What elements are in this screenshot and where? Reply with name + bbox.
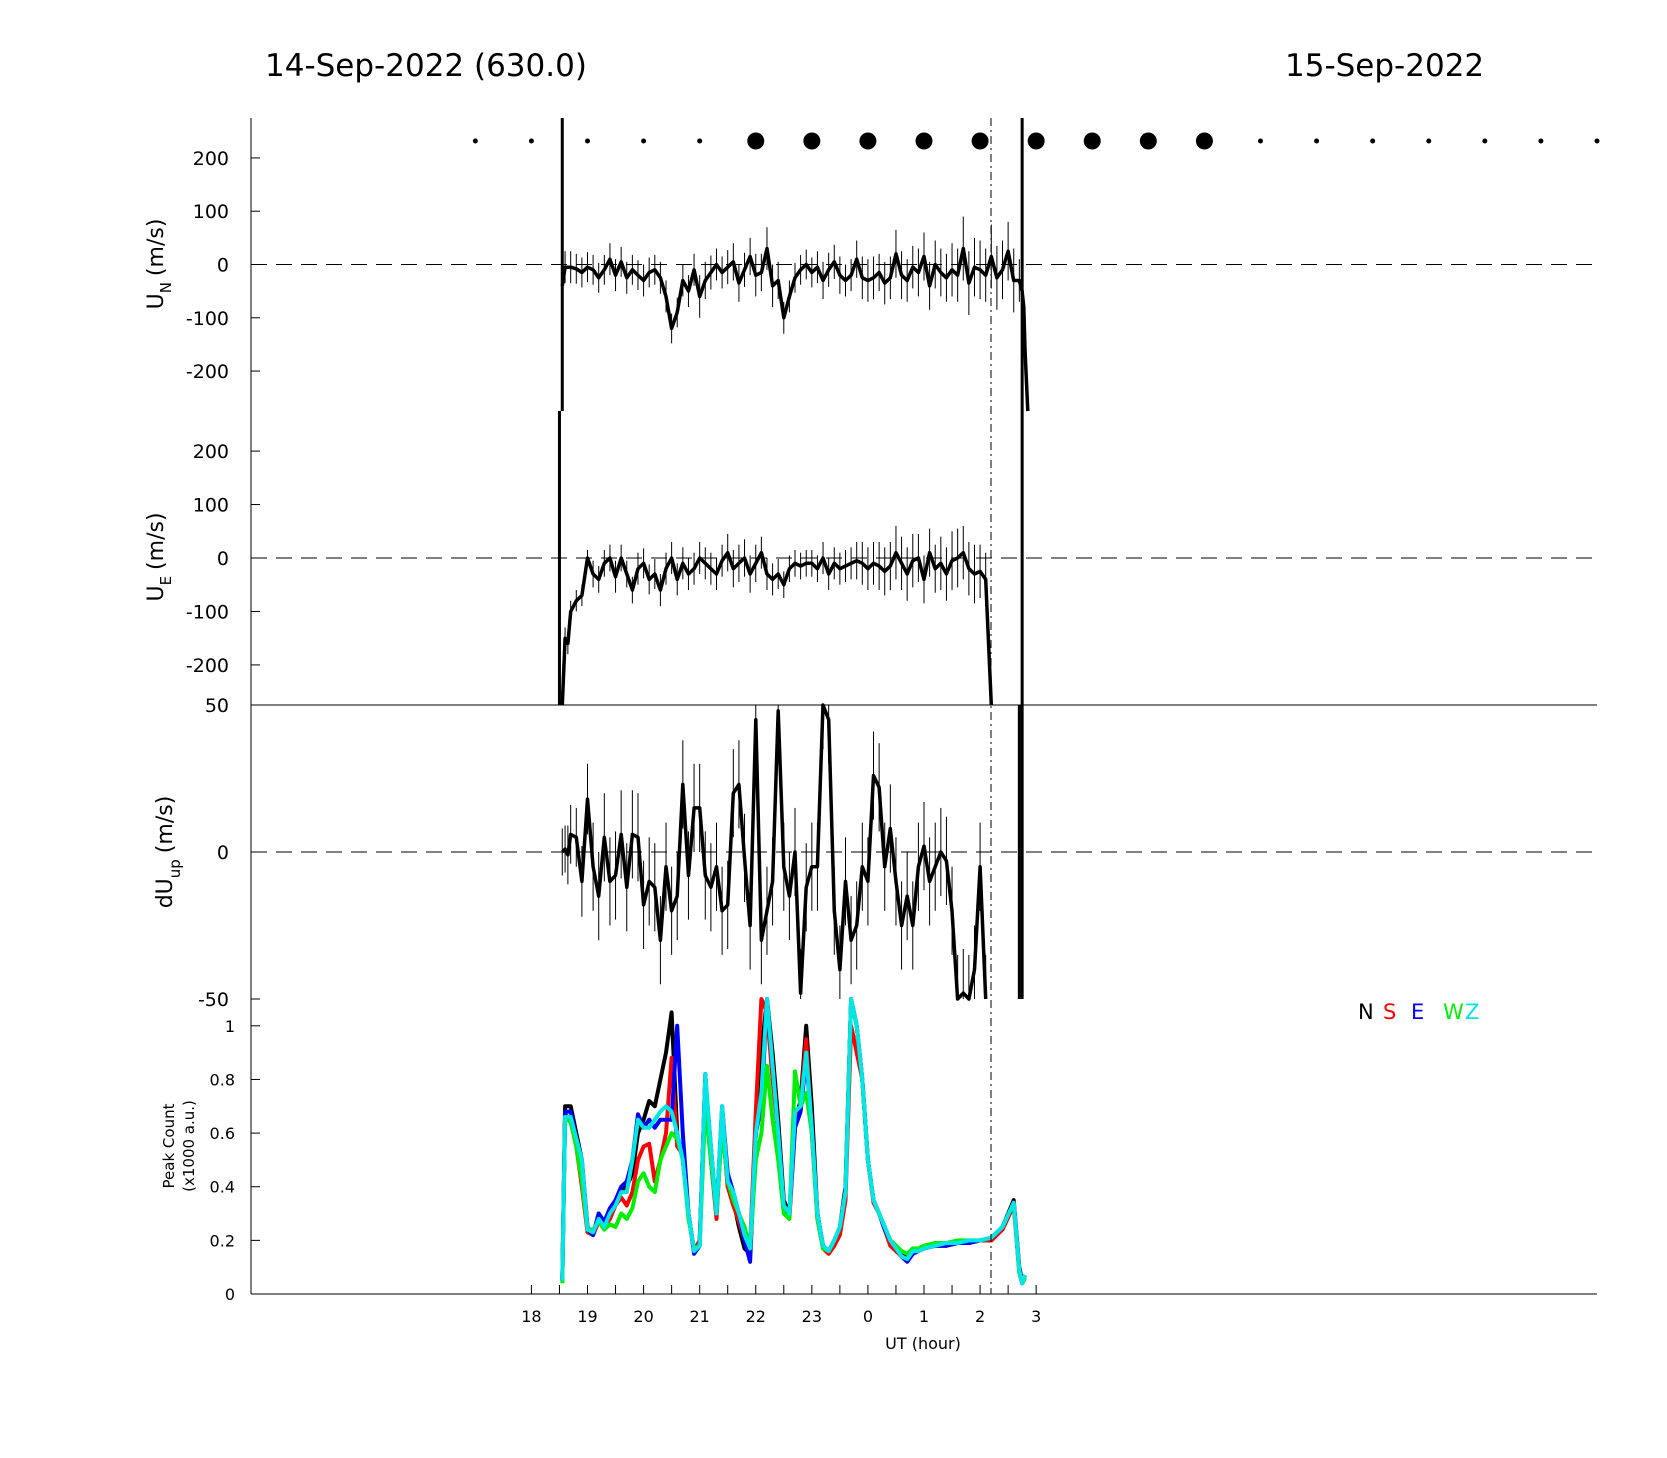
series-line bbox=[560, 550, 994, 706]
y-tick-label: 0 bbox=[217, 548, 229, 570]
panel-ue-y-ticks: 200 100 0 -100 -200 bbox=[186, 441, 260, 677]
x-tick-label: 3 bbox=[1031, 1307, 1041, 1326]
panel-un-ylabel: UN(m/s) bbox=[144, 219, 175, 310]
panel-peak-xlabel: UT (hour) bbox=[885, 1334, 961, 1353]
x-tick-label: 22 bbox=[746, 1307, 766, 1326]
sky-dot bbox=[1139, 132, 1157, 150]
sky-dot bbox=[1258, 138, 1263, 144]
sky-dot bbox=[641, 138, 647, 144]
y-tick-label: 100 bbox=[193, 201, 229, 223]
sky-dots-row bbox=[472, 132, 1600, 150]
legend-item-e: E bbox=[1411, 1000, 1424, 1024]
panel-peak: 10.80.60.40.20 18 19 20 21 22 23 0 1 2 3 Peak Cou… bbox=[160, 997, 1597, 1353]
x-tick-label: 21 bbox=[689, 1307, 709, 1326]
title-right: 15-Sep-2022 bbox=[1285, 48, 1484, 84]
sky-dot bbox=[1370, 138, 1376, 144]
panel-dup-marker-bars bbox=[1017, 705, 1024, 999]
sky-dot bbox=[747, 132, 765, 150]
panel-ue: 200 100 0 -100 -200 UE(m/s) bbox=[144, 411, 1597, 706]
legend-item-s: S bbox=[1383, 1000, 1396, 1024]
y-tick-label: 0 bbox=[225, 1285, 235, 1304]
y-tick-label: -50 bbox=[198, 989, 229, 1011]
sky-dot bbox=[697, 138, 703, 144]
legend-item-w: W bbox=[1443, 1000, 1464, 1024]
sky-dot bbox=[803, 132, 821, 150]
x-tick-label: 20 bbox=[633, 1307, 653, 1326]
x-tick-label: 1 bbox=[919, 1307, 929, 1326]
y-tick-label: 0.6 bbox=[210, 1124, 235, 1143]
panel-dup-series bbox=[561, 703, 988, 1001]
y-tick-label: 0.8 bbox=[210, 1070, 235, 1089]
sky-dot bbox=[528, 138, 534, 144]
y-tick-label: 100 bbox=[193, 495, 229, 517]
series-line bbox=[561, 703, 988, 1001]
x-tick-label: 23 bbox=[802, 1307, 822, 1326]
y-tick-label: 200 bbox=[193, 148, 229, 170]
sky-dot bbox=[1083, 132, 1101, 150]
panel-dup-ylabel: dUup(m/s) bbox=[153, 796, 184, 909]
series-w bbox=[560, 997, 1027, 1286]
sky-dot bbox=[915, 132, 933, 150]
sky-dot bbox=[585, 138, 590, 144]
sky-dot bbox=[1538, 138, 1544, 144]
sky-dot bbox=[1314, 138, 1320, 144]
panel-un-y-ticks: 200 100 0 -100 -200 bbox=[186, 148, 260, 383]
y-tick-label: -200 bbox=[186, 655, 229, 677]
sky-dot bbox=[1195, 132, 1213, 150]
legend-item-n: N bbox=[1358, 1000, 1374, 1024]
panel-dup-y-ticks: 50 0 -50 bbox=[198, 695, 260, 1011]
panel-dup: 50 0 -50 dUup(m/s) bbox=[153, 695, 1597, 1011]
y-tick-label: 50 bbox=[205, 695, 229, 717]
panel-peak-ylabel: Peak Count (x1000 a.u.) bbox=[160, 1100, 198, 1192]
y-tick-label: 0 bbox=[217, 842, 229, 864]
panel-peak-series bbox=[560, 997, 1027, 1286]
legend-item-z: Z bbox=[1465, 1000, 1479, 1024]
sky-dot bbox=[1594, 138, 1600, 144]
y-tick-label: -100 bbox=[186, 308, 229, 330]
x-tick-label: 2 bbox=[975, 1307, 985, 1326]
panel-un: 200 100 0 -100 -200 UN(m/s) bbox=[144, 118, 1597, 412]
panel-ue-series bbox=[560, 550, 994, 706]
sky-dot bbox=[971, 132, 989, 150]
sky-dot bbox=[859, 132, 877, 150]
series-z bbox=[560, 997, 1027, 1286]
panel-ue-error-bars bbox=[561, 525, 987, 705]
panel-un-series bbox=[560, 246, 1030, 412]
sky-dot bbox=[1482, 138, 1488, 144]
y-tick-label: 0.4 bbox=[210, 1178, 235, 1197]
panel-peak-y-ticks: 1 0.8 0.6 0.4 0.2 0 bbox=[210, 1017, 260, 1304]
x-tick-label: 18 bbox=[521, 1307, 541, 1326]
x-tick-label: 0 bbox=[863, 1307, 873, 1326]
sky-dot bbox=[1426, 138, 1432, 144]
y-tick-label: 0 bbox=[217, 255, 229, 277]
y-tick-label: 200 bbox=[193, 441, 229, 463]
y-tick-label: 0.2 bbox=[210, 1231, 235, 1250]
panel-peak-x-ticks: 18 19 20 21 22 23 0 1 2 3 bbox=[521, 1285, 1041, 1326]
panel-ue-marker-bars bbox=[557, 411, 1024, 705]
series-line bbox=[560, 246, 1030, 412]
y-tick-label: 1 bbox=[225, 1017, 235, 1036]
y-tick-label: -200 bbox=[186, 361, 229, 383]
x-tick-label: 19 bbox=[577, 1307, 597, 1326]
sky-dot bbox=[1027, 132, 1045, 150]
panel-ue-ylabel: UE(m/s) bbox=[144, 512, 175, 601]
sky-dot bbox=[472, 138, 478, 144]
y-tick-label: -100 bbox=[186, 601, 229, 623]
title-left: 14-Sep-2022 (630.0) bbox=[265, 48, 587, 84]
